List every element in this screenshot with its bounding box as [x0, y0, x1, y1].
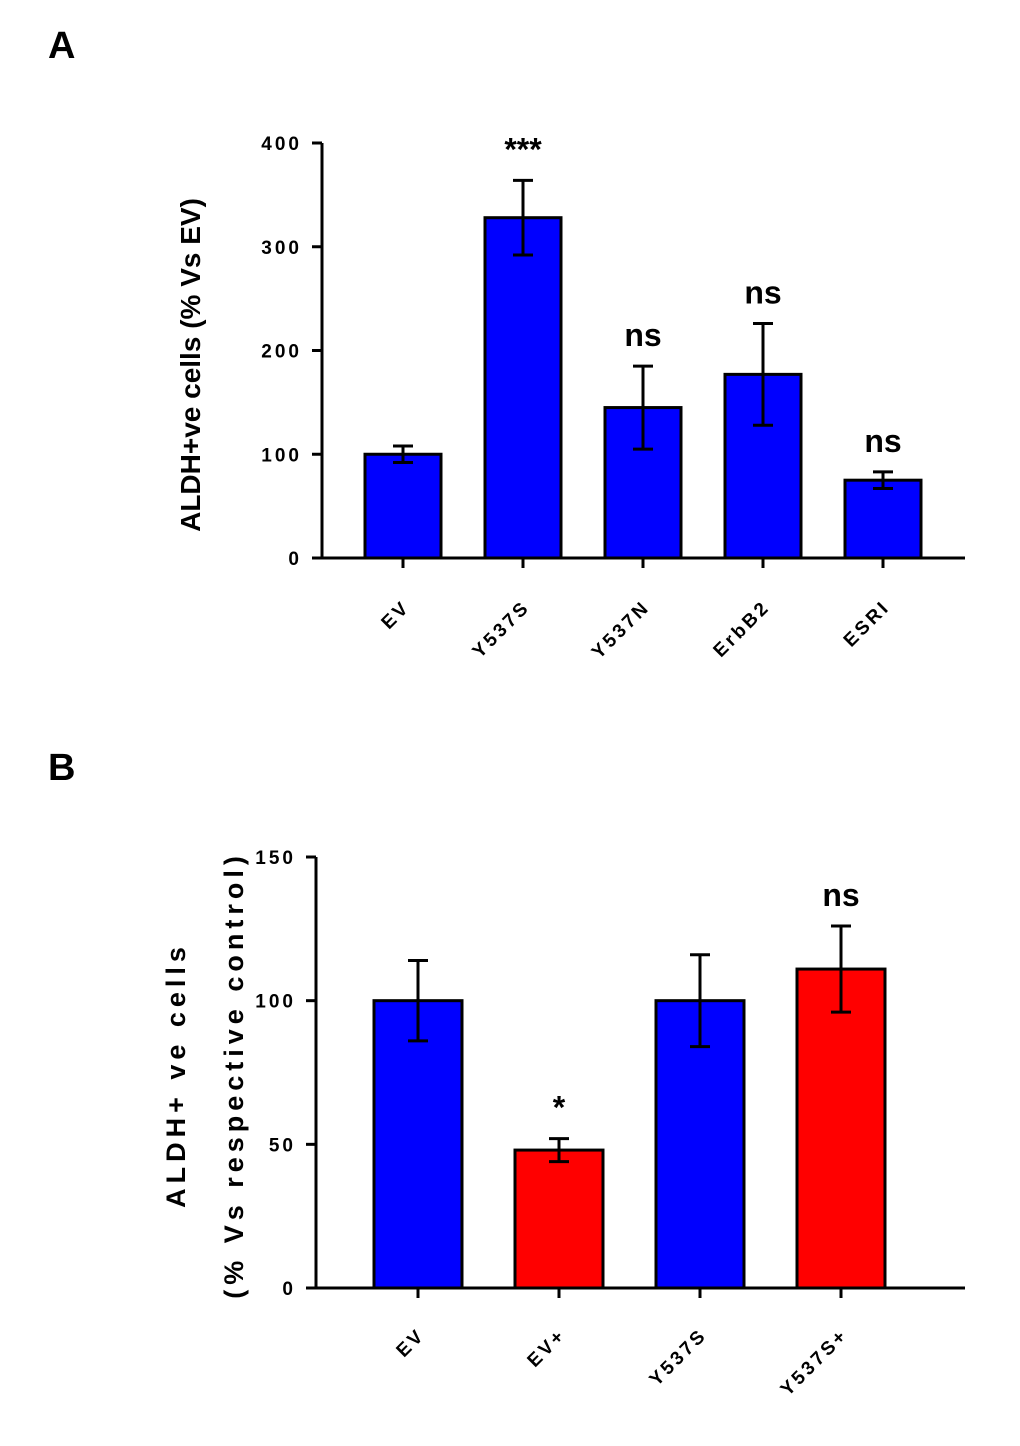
significance-label: ns	[864, 423, 901, 459]
y-tick-label: 150	[255, 848, 296, 869]
category-label: EV	[393, 1325, 430, 1362]
category-label: ErbB2	[710, 597, 775, 662]
y-tick-label: 400	[261, 134, 302, 155]
category-label: Y537S	[469, 597, 535, 663]
y-tick-label: 50	[269, 1135, 296, 1156]
y-axis-label-a: ALDH+ve cells (% Vs EV)	[175, 198, 206, 532]
bar-ev	[363, 452, 443, 560]
y-tick-label: 0	[288, 549, 302, 570]
y-tick-label: 100	[255, 992, 296, 1013]
y-tick-label: 100	[261, 445, 302, 466]
category-label: Y537S+	[777, 1325, 853, 1401]
bar-y537s	[483, 216, 563, 560]
bar-esri	[843, 478, 923, 560]
category-label: Y537S	[646, 1325, 712, 1391]
category-label: EV+	[524, 1325, 571, 1372]
y-axis-label-b-line1: ALDH+ ve cells	[161, 942, 191, 1208]
panel-letter-b: B	[48, 747, 75, 789]
y-axis-label-b-line2: (% Vs respective control)	[219, 851, 249, 1299]
bar-y537s	[654, 999, 746, 1290]
y-tick-label: 0	[282, 1279, 296, 1300]
significance-label: ns	[822, 877, 859, 913]
panel-letter-a: A	[48, 25, 75, 67]
significance-label: ns	[624, 317, 661, 353]
chart-a: 0 100 200 300 400 EV Y537S *** Y537N ns ErbB2 ns ESR…	[261, 131, 965, 663]
category-label: Y537N	[588, 597, 655, 664]
y-tick-label: 300	[261, 238, 302, 259]
bar-ev-	[513, 1148, 605, 1290]
significance-label: ns	[744, 275, 781, 311]
significance-label: ***	[504, 131, 542, 167]
bar-ev	[372, 999, 464, 1290]
category-label: ESRI	[840, 597, 895, 652]
significance-label: *	[553, 1090, 566, 1126]
category-label: EV	[378, 597, 415, 634]
bar-y537s-	[795, 967, 887, 1290]
chart-b: 0 50 100 150 EV EV+ * Y537S Y537S+ ns	[255, 848, 965, 1400]
y-tick-label: 200	[261, 342, 302, 363]
